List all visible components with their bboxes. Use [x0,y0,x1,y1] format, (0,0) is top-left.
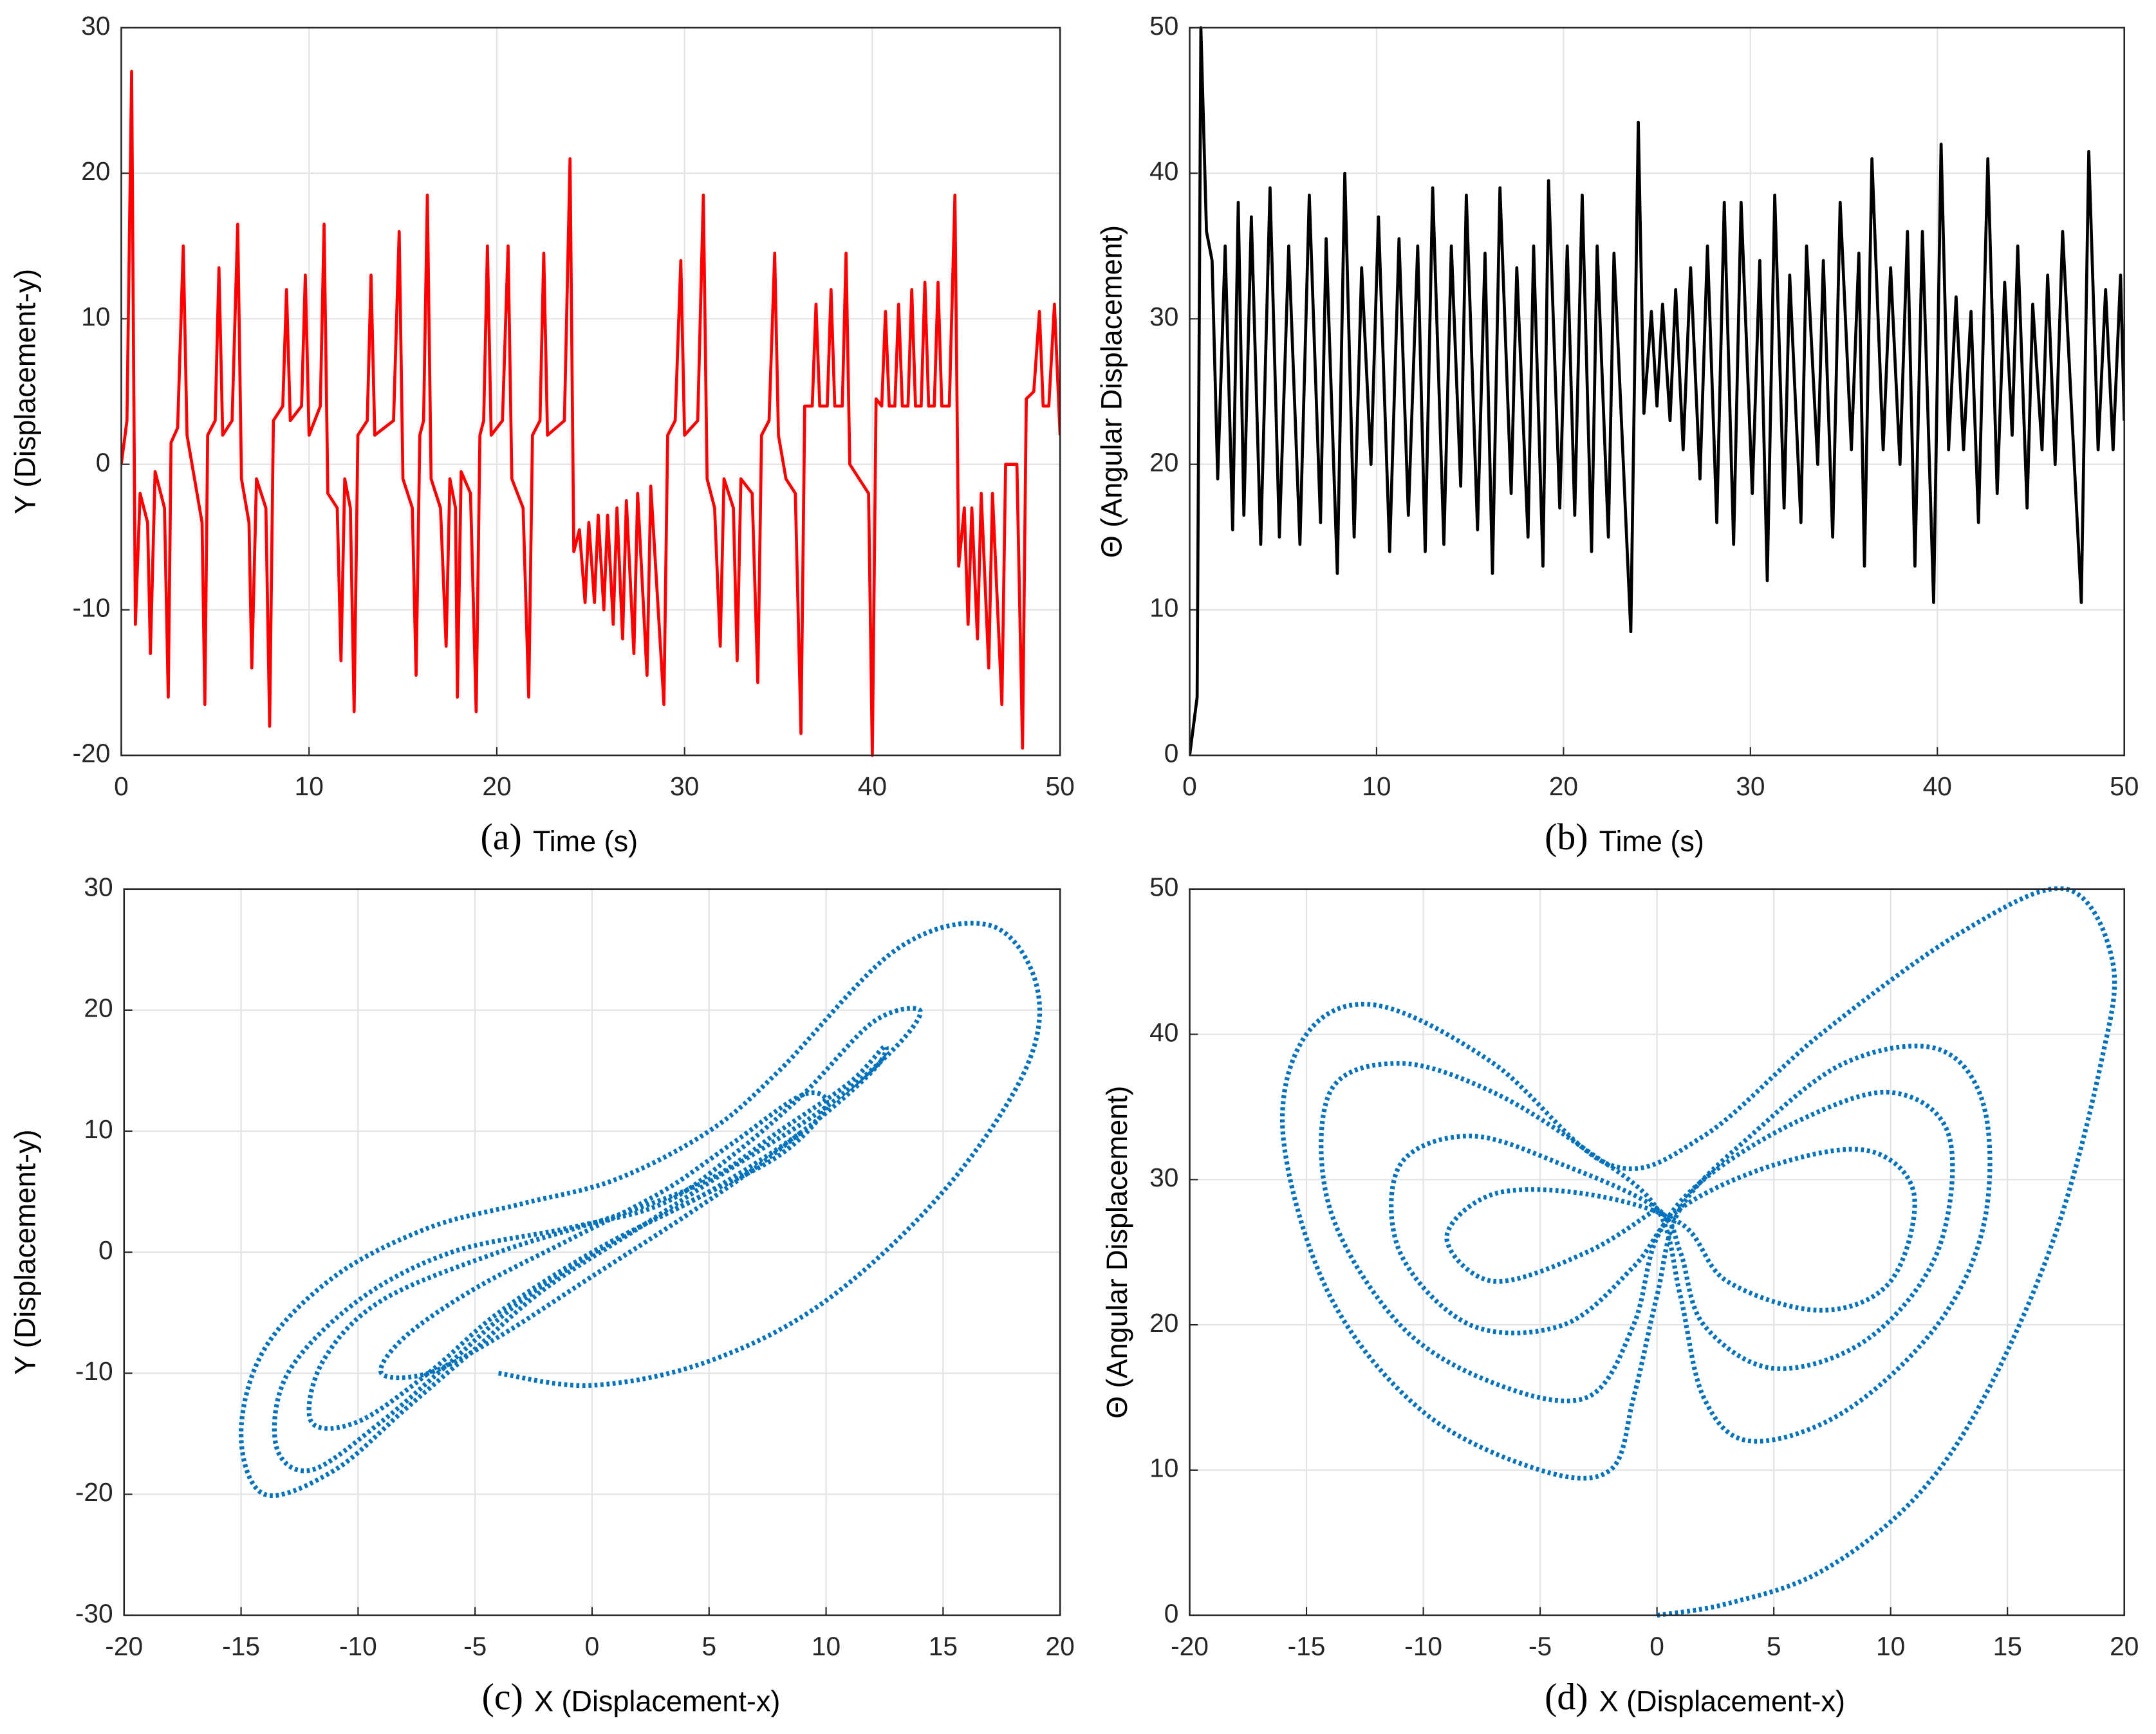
x-tick-label: 0 [1182,771,1197,801]
y-tick-label: 30 [81,11,110,41]
y-tick-label: 20 [84,993,113,1023]
x-axis-label: Time (s) [533,825,638,858]
x-tick-label: -15 [1288,1632,1326,1661]
x-tick-label: -5 [1529,1632,1552,1661]
x-tick-label: 20 [482,771,511,801]
data-line [238,921,1043,1499]
x-tick-label: 15 [929,1632,958,1661]
y-axis-label: Y (Displacement-y) [9,269,42,515]
x-tick-label: -20 [105,1632,143,1661]
data-line [1189,26,2124,756]
x-tick-label: 10 [1362,771,1391,801]
y-tick-label: 0 [98,1235,113,1265]
x-axis-label: X (Displacement-x) [1599,1685,1845,1718]
x-tick-label: -20 [1171,1632,1209,1661]
caption: (a) [481,816,522,858]
caption: (c) [482,1676,523,1718]
y-tick-label: -30 [75,1598,113,1628]
x-tick-label: 0 [1650,1632,1664,1661]
x-tick-label: 50 [2110,771,2139,801]
y-axis-label: Θ (Angular Displacement) [1095,225,1128,558]
caption: (d) [1545,1676,1588,1718]
y-tick-label: 10 [1149,593,1178,623]
x-tick-label: 10 [295,771,324,801]
x-tick-label: 10 [812,1632,841,1661]
x-tick-label: 0 [114,771,129,801]
y-tick-label: 40 [1149,156,1178,186]
axes-frame [1189,26,2126,757]
x-tick-label: 5 [1767,1632,1781,1661]
subplot: 0 10 20 30 40 50 0 10 20 30 40 50 (b) Time (s) Θ (Angu… [1095,11,2139,858]
y-tick-label: 10 [84,1114,113,1144]
x-tick-label: 10 [1876,1632,1905,1661]
y-tick-label: -20 [73,739,111,768]
y-tick-label: -10 [73,593,111,623]
y-tick-label: 10 [1149,1453,1178,1483]
y-tick-label: 20 [81,156,110,186]
y-tick-label: 30 [1149,302,1178,331]
x-tick-label: 30 [1736,771,1765,801]
y-tick-label: 30 [84,872,113,902]
y-tick-label: 0 [96,447,111,477]
x-tick-label: 40 [1923,771,1952,801]
data-line [1279,886,2117,1618]
axes-frame [120,26,1061,757]
y-tick-label: 20 [1149,1308,1178,1338]
x-tick-label: 20 [1549,771,1578,801]
x-tick-label: -5 [463,1632,487,1661]
x-tick-label: -10 [339,1632,377,1661]
y-tick-label: -20 [75,1477,113,1507]
x-tick-label: 50 [1046,771,1075,801]
y-tick-label: 0 [1164,1598,1179,1628]
y-tick-label: 10 [81,302,110,331]
x-tick-label: 5 [702,1632,716,1661]
y-tick-label: 50 [1149,872,1178,902]
axes-frame [1189,888,2126,1616]
caption: (b) [1545,816,1588,858]
x-tick-label: 20 [1046,1632,1075,1661]
x-axis-label: Time (s) [1599,825,1704,858]
subplot: -20 -15 -10 -5 0 5 10 15 20 -30 -20 -10 0 10 20 30 (c) X … [9,872,1075,1718]
x-tick-label: -10 [1404,1632,1442,1661]
y-tick-label: 40 [1149,1017,1178,1047]
x-tick-label: 0 [585,1632,600,1661]
x-tick-label: 20 [2110,1632,2139,1661]
x-tick-label: 40 [858,771,887,801]
y-tick-label: -10 [75,1356,113,1386]
y-axis-label: Y (Displacement-y) [9,1129,42,1375]
x-tick-label: 15 [1993,1632,2022,1661]
x-tick-label: -15 [222,1632,260,1661]
axes-frame [123,888,1061,1616]
y-tick-label: 0 [1164,739,1179,768]
y-tick-label: 20 [1149,447,1178,477]
y-tick-label: 30 [1149,1163,1178,1192]
subplot: 0 10 20 30 40 50 -20 -10 0 10 20 30 (a) Time (s) Y (Di… [9,11,1075,858]
x-tick-label: 30 [670,771,699,801]
plot-area [121,28,1061,756]
x-axis-label: X (Displacement-x) [534,1685,780,1718]
subplot: -20 -15 -10 -5 0 5 10 15 20 0 10 20 30 40 50 (d) X (Disp… [1101,872,2139,1718]
y-axis-label: Θ (Angular Displacement) [1101,1086,1133,1419]
data-line [121,69,1061,757]
y-tick-label: 50 [1149,11,1178,41]
